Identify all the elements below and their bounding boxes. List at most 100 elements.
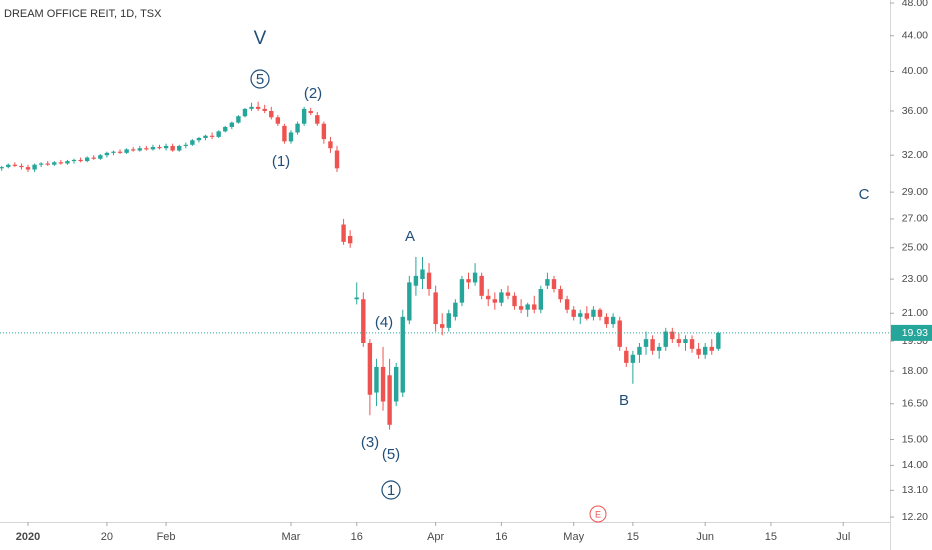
x-tick-label: 2020 xyxy=(16,531,40,543)
earnings-label: E xyxy=(595,509,601,519)
candle-body xyxy=(492,299,498,303)
candle-body xyxy=(354,297,359,300)
candle-body xyxy=(131,149,136,151)
candle-body xyxy=(630,354,636,363)
candle-body xyxy=(440,324,445,328)
candle-body xyxy=(505,292,511,296)
candle-body xyxy=(499,292,504,303)
candle-body xyxy=(315,115,320,124)
candle-body xyxy=(321,123,327,140)
wave-label: (2) xyxy=(304,85,322,102)
candle-body xyxy=(696,348,701,355)
candle-body xyxy=(91,157,96,159)
candle-body xyxy=(578,313,583,317)
candle-body xyxy=(656,346,662,351)
candle-body xyxy=(459,279,465,303)
candle-body xyxy=(525,304,530,310)
candle-body xyxy=(269,110,274,118)
candle-body xyxy=(170,145,175,151)
y-tick-label: 18.00 xyxy=(902,365,928,377)
wave-label: C xyxy=(859,186,870,203)
candle-body xyxy=(380,366,386,402)
y-tick-label: 36.00 xyxy=(902,105,928,117)
x-tick-label: May xyxy=(563,531,584,543)
candle-body xyxy=(249,106,254,109)
x-tick-label: Mar xyxy=(282,531,301,543)
wave-label: V xyxy=(254,28,267,49)
candle-body xyxy=(12,164,18,166)
candle-body xyxy=(518,306,524,310)
candle-body xyxy=(236,116,241,123)
candle-body xyxy=(472,272,478,283)
y-tick-label: 15.00 xyxy=(902,433,928,445)
x-tick-label: 15 xyxy=(765,531,777,543)
candle-body xyxy=(262,108,267,111)
candle-body xyxy=(663,331,668,347)
candle-body xyxy=(584,313,590,319)
candle-body xyxy=(420,269,425,280)
candle-body xyxy=(597,309,603,317)
y-tick-label: 48.00 xyxy=(902,0,928,9)
candle-body xyxy=(183,144,188,146)
candle-body xyxy=(163,145,169,149)
candle-body xyxy=(308,110,313,114)
candle-body xyxy=(591,309,596,317)
candle-body xyxy=(689,339,695,349)
candle-body xyxy=(32,164,37,170)
candle-body xyxy=(433,292,438,325)
candle-body xyxy=(486,295,491,300)
wave-label: (1) xyxy=(272,153,290,170)
candle-body xyxy=(716,332,721,349)
candle-body xyxy=(617,320,622,347)
last-price-label: 19.93 xyxy=(902,327,928,339)
candle-body xyxy=(144,148,149,150)
wave-label: (5) xyxy=(382,446,400,463)
candle-body xyxy=(610,316,616,325)
wave-label: (3) xyxy=(361,434,379,451)
candle-body xyxy=(347,236,353,244)
candle-body xyxy=(196,137,202,141)
candle-body xyxy=(282,125,287,142)
candle-body xyxy=(223,126,228,132)
candle-body xyxy=(84,157,90,162)
candle-body xyxy=(45,163,50,165)
candle-body xyxy=(709,346,714,351)
candle-body xyxy=(275,117,281,124)
candle-body xyxy=(446,313,451,328)
y-tick-label: 44.00 xyxy=(902,29,928,41)
wave-label: (4) xyxy=(375,314,393,331)
candle-body xyxy=(400,316,405,393)
y-tick-label: 13.10 xyxy=(902,484,928,496)
candle-body xyxy=(387,375,392,425)
candle-body xyxy=(117,151,123,153)
candle-body xyxy=(98,155,103,159)
candle-body xyxy=(683,339,688,343)
wave-circle xyxy=(381,480,401,500)
earnings-marker[interactable] xyxy=(589,505,607,523)
candle-body xyxy=(637,346,642,355)
candle-body xyxy=(137,148,142,151)
y-tick-label: 12.20 xyxy=(902,511,928,523)
candle-body xyxy=(328,141,333,149)
y-tick-label: 27.00 xyxy=(902,213,928,225)
x-tick-label: Jun xyxy=(696,531,714,543)
candle-body xyxy=(702,346,708,355)
candle-body xyxy=(341,224,346,242)
candles xyxy=(0,101,721,430)
candle-body xyxy=(466,279,471,283)
y-tick-label: 29.00 xyxy=(902,186,928,198)
candle-body xyxy=(111,151,116,153)
candle-body xyxy=(19,165,24,168)
last-price-box xyxy=(891,324,932,341)
x-tick-label: Feb xyxy=(157,531,176,543)
candle-body xyxy=(6,164,11,168)
x-tick-label: 16 xyxy=(495,531,507,543)
candle-body xyxy=(604,316,609,325)
x-tick-label: 16 xyxy=(351,531,363,543)
candle-body xyxy=(334,150,340,169)
candle-body xyxy=(150,147,156,150)
candle-body xyxy=(71,159,77,162)
